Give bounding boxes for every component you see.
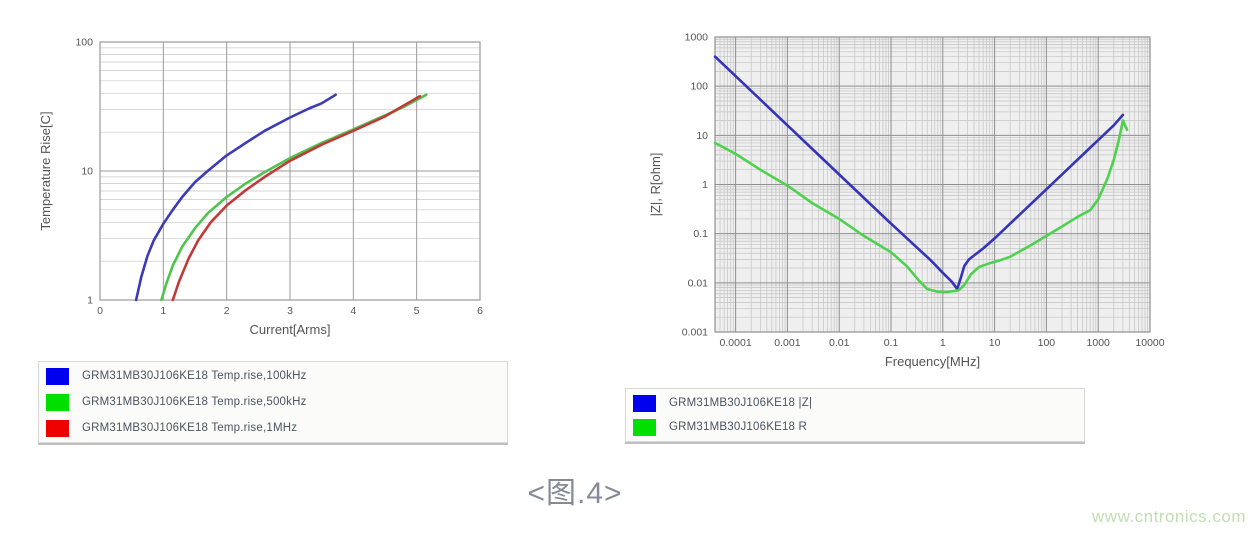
legend-label: GRM31MB30J106KE18 |Z| (669, 397, 813, 409)
temperature-legend: GRM31MB30J106KE18 Temp.rise,100kHz GRM31… (38, 361, 508, 443)
y-axis-label: Temperature Rise[C] (38, 111, 53, 230)
y-tick-label: 100 (690, 81, 708, 93)
x-tick-label: 5 (414, 305, 420, 317)
plot-frame (714, 36, 1151, 333)
y-tick-label: 0.01 (688, 277, 709, 289)
y-tick-label: 100 (75, 37, 93, 49)
series-line (134, 93, 337, 302)
series-color-swatch (633, 394, 656, 412)
x-tick-label: 1 (160, 305, 166, 317)
series-line (713, 55, 1125, 291)
series-color-swatch (633, 418, 656, 436)
series-line (171, 94, 422, 302)
watermark: www.cntronics.com (1092, 507, 1246, 526)
y-tick-label: 1 (87, 295, 93, 307)
x-tick-label: 0.01 (829, 337, 850, 349)
legend-item-temprise-100khz: GRM31MB30J106KE18 Temp.rise,100kHz (39, 363, 507, 389)
legend-label: GRM31MB30J106KE18 Temp.rise,100kHz (82, 370, 307, 382)
x-tick-label: 10000 (1135, 337, 1164, 349)
y-tick-label: 1 (702, 179, 708, 191)
series-color-swatch (46, 367, 69, 385)
y-tick-label: 0.1 (693, 228, 708, 240)
legend-item-temprise-1mhz: GRM31MB30J106KE18 Temp.rise,1MHz (39, 415, 507, 441)
x-tick-label: 6 (477, 305, 483, 317)
legend-item-esr: GRM31MB30J106KE18 R (626, 415, 1084, 439)
impedance-chart: 0.0001 0.001 0.01 0.1 1 10 100 1000 10000 0.001 0.… (648, 32, 1165, 370)
x-tick-label: 1000 (1087, 337, 1111, 349)
plot-frame (99, 41, 481, 301)
x-axis-label: Frequency[MHz] (885, 354, 980, 369)
x-tick-label: 3 (287, 305, 293, 317)
x-tick-label: 2 (224, 305, 230, 317)
y-tick-label: 10 (696, 130, 708, 142)
legend-label: GRM31MB30J106KE18 Temp.rise,1MHz (82, 422, 298, 434)
series-line (713, 119, 1129, 294)
impedance-legend: GRM31MB30J106KE18 |Z| GRM31MB30J106KE18 … (625, 388, 1085, 442)
series-color-swatch (46, 419, 69, 437)
y-axis-label: |Z|, R[ohm] (648, 153, 663, 217)
x-axis-label: Current[Arms] (250, 322, 331, 337)
x-tick-label: 0.0001 (720, 337, 752, 349)
y-tick-label: 1000 (685, 32, 709, 44)
y-tick-label: 0.001 (682, 327, 708, 339)
legend-label: GRM31MB30J106KE18 R (669, 421, 808, 433)
legend-label: GRM31MB30J106KE18 Temp.rise,500kHz (82, 396, 307, 408)
x-tick-label: 1 (940, 337, 946, 349)
x-tick-label: 10 (989, 337, 1001, 349)
x-tick-label: 0.1 (884, 337, 899, 349)
x-tick-label: 0.001 (774, 337, 800, 349)
x-tick-label: 100 (1038, 337, 1056, 349)
figure-caption: <图.4> (527, 477, 623, 510)
series-color-swatch (46, 393, 69, 411)
y-tick-label: 10 (81, 166, 93, 178)
legend-item-impedance: GRM31MB30J106KE18 |Z| (626, 391, 1084, 415)
legend-item-temprise-500khz: GRM31MB30J106KE18 Temp.rise,500kHz (39, 389, 507, 415)
x-tick-label: 4 (350, 305, 356, 317)
x-tick-label: 0 (97, 305, 103, 317)
